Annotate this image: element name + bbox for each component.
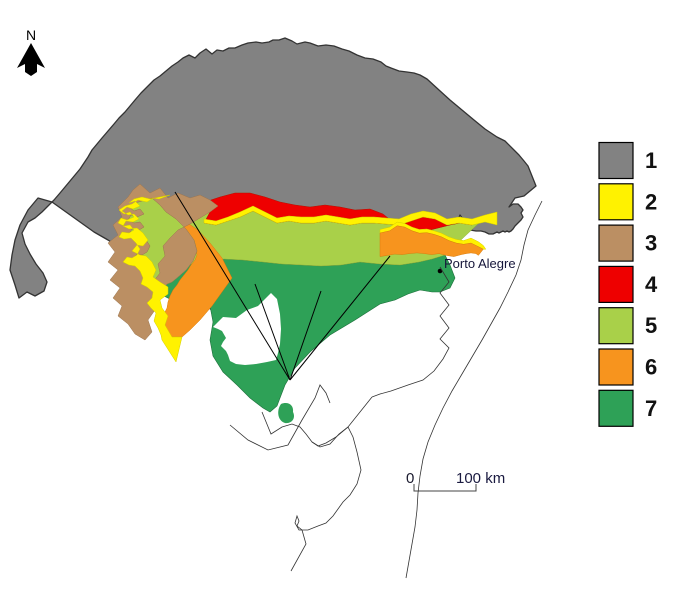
svg-text:2: 2 — [645, 189, 657, 214]
svg-text:Porto Alegre: Porto Alegre — [444, 256, 516, 271]
svg-text:N: N — [26, 27, 36, 43]
svg-text:0: 0 — [406, 470, 414, 487]
svg-text:3: 3 — [645, 231, 657, 256]
svg-text:6: 6 — [645, 355, 657, 380]
svg-text:1: 1 — [645, 148, 657, 173]
svg-text:4: 4 — [645, 272, 658, 297]
svg-text:5: 5 — [645, 313, 657, 338]
svg-text:7: 7 — [645, 396, 657, 421]
svg-text:100 km: 100 km — [456, 470, 505, 487]
